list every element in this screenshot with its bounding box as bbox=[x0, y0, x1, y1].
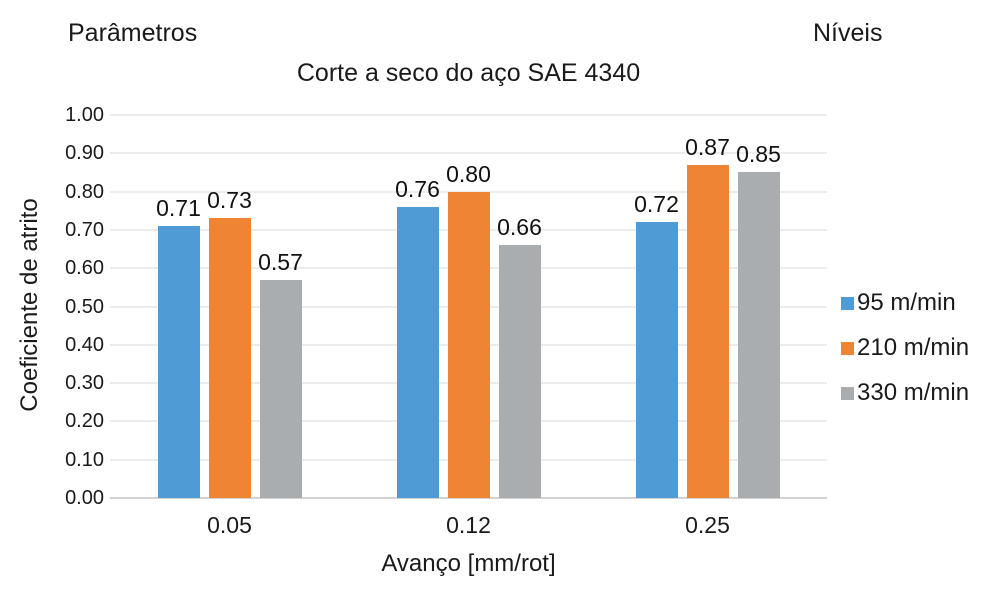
y-tick-label: 0.70 bbox=[65, 218, 104, 241]
levels-label: Níveis bbox=[813, 19, 883, 47]
bar-value-label: 0.72 bbox=[634, 191, 679, 218]
bar-330mmin-0.05 bbox=[259, 279, 302, 498]
legend: 95 m/min 210 m/min 330 m/min bbox=[841, 289, 970, 426]
plot-area: 0.71 0.73 0.57 0.76 0.80 0.66 0.72 0.87 0.85 bbox=[110, 114, 827, 499]
bar-value-label: 0.66 bbox=[497, 214, 542, 241]
bar-value-label: 0.76 bbox=[395, 175, 440, 202]
gridline bbox=[110, 190, 827, 193]
bar-95mmin-0.12 bbox=[396, 206, 439, 498]
y-tick-label: 0.40 bbox=[65, 333, 104, 356]
legend-item: 95 m/min bbox=[841, 289, 969, 316]
chart-title: Corte a seco do aço SAE 4340 bbox=[296, 59, 641, 87]
x-axis-title: Avanço [mm/rot] bbox=[381, 550, 556, 577]
legend-label: 210 m/min bbox=[857, 334, 970, 361]
x-tick-label: 0.12 bbox=[446, 512, 491, 538]
y-tick-label: 0.20 bbox=[65, 410, 104, 433]
gridline bbox=[110, 114, 827, 116]
parameters-label: Parâmetros bbox=[68, 19, 198, 47]
bar-value-label: 0.85 bbox=[736, 141, 781, 168]
legend-swatch-icon bbox=[841, 341, 854, 355]
bar-95mmin-0.25 bbox=[635, 222, 678, 498]
bar-210mmin-0.12 bbox=[447, 191, 490, 498]
y-tick-label: 0.50 bbox=[65, 295, 104, 318]
y-tick-label: 0.80 bbox=[65, 180, 104, 203]
x-axis-tick-labels: 0.05 0.12 0.25 bbox=[110, 512, 827, 538]
legend-swatch-icon bbox=[841, 386, 854, 400]
y-tick-label: 1.00 bbox=[65, 104, 104, 126]
y-tick-label: 0.90 bbox=[65, 142, 104, 165]
legend-item: 210 m/min bbox=[841, 334, 970, 361]
bar-210mmin-0.25 bbox=[686, 164, 729, 498]
legend-label: 330 m/min bbox=[857, 379, 970, 406]
bar-330mmin-0.25 bbox=[737, 172, 780, 498]
x-axis-line bbox=[110, 497, 827, 499]
bar-value-label: 0.80 bbox=[446, 160, 491, 187]
bar-value-label: 0.71 bbox=[156, 195, 201, 222]
bar-95mmin-0.05 bbox=[157, 226, 200, 498]
y-tick-label: 0.30 bbox=[65, 372, 104, 395]
legend-label: 95 m/min bbox=[857, 289, 956, 316]
bar-210mmin-0.05 bbox=[208, 218, 251, 498]
y-tick-label: 0.60 bbox=[65, 257, 104, 280]
gridline bbox=[110, 152, 827, 155]
bar-330mmin-0.12 bbox=[498, 245, 541, 498]
x-tick-label: 0.25 bbox=[685, 512, 730, 538]
y-tick-label: 0.00 bbox=[65, 487, 104, 509]
bar-value-label: 0.73 bbox=[207, 187, 252, 214]
bar-value-label: 0.87 bbox=[685, 133, 730, 160]
legend-item: 330 m/min bbox=[841, 379, 970, 406]
y-axis-tick-labels: 0.00 0.10 0.20 0.30 0.40 0.50 0.60 0.70 0.80 0.90… bbox=[0, 105, 104, 508]
y-tick-label: 0.10 bbox=[65, 448, 104, 471]
legend-swatch-icon bbox=[841, 296, 854, 310]
x-tick-label: 0.05 bbox=[207, 512, 252, 538]
bar-value-label: 0.57 bbox=[258, 248, 303, 275]
